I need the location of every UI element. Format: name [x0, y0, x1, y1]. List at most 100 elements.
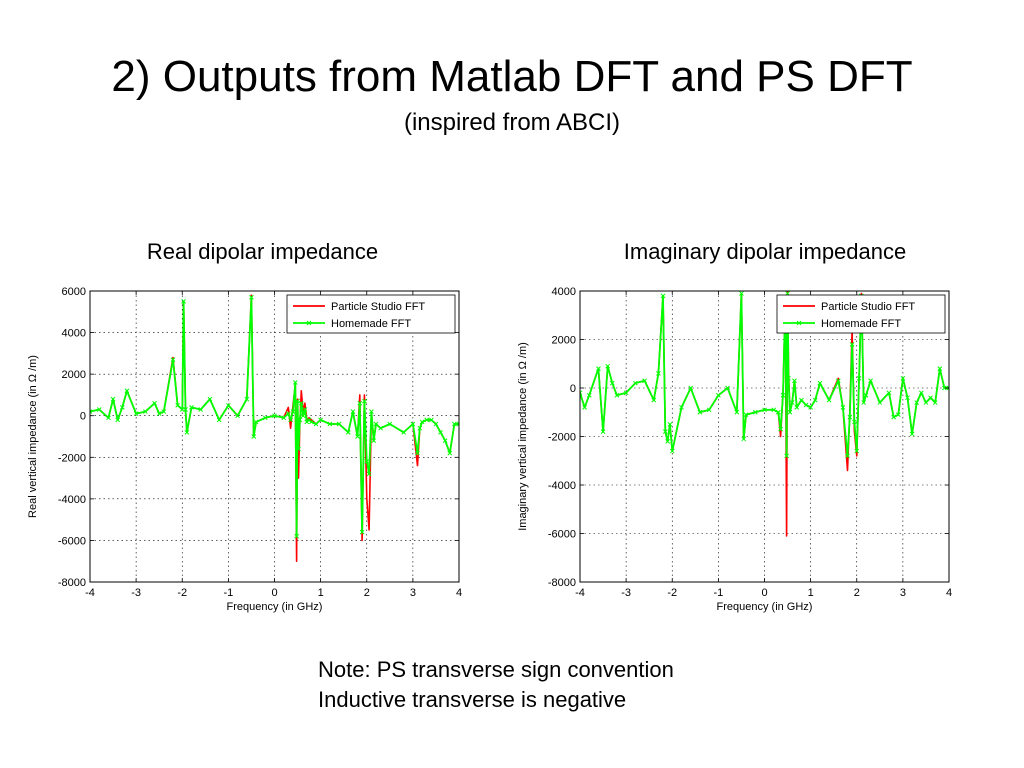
data-point	[371, 438, 377, 444]
imaginary-plot-heading: Imaginary dipolar impedance	[623, 239, 907, 264]
x-tick-label: 1	[318, 587, 324, 599]
data-point	[161, 409, 167, 414]
data-point	[296, 446, 301, 452]
data-point	[812, 397, 818, 403]
data-point	[410, 421, 416, 427]
data-point	[156, 411, 162, 416]
data-point	[928, 395, 933, 401]
data-point	[189, 405, 194, 410]
data-point	[336, 421, 342, 427]
data-point	[226, 402, 231, 408]
data-point	[184, 429, 190, 435]
data-point	[905, 395, 910, 401]
data-point	[609, 380, 615, 386]
x-axis-label: Frequency (in GHz)	[717, 601, 813, 613]
data-point	[808, 405, 813, 410]
data-point	[762, 407, 767, 413]
x-tick-label: 1	[808, 587, 814, 599]
data-point	[775, 409, 781, 415]
data-point	[142, 409, 148, 414]
data-point	[415, 450, 420, 456]
legend-item: Particle Studio FFT	[293, 301, 425, 313]
x-tick-label: -4	[85, 587, 95, 599]
y-tick-label: 6000	[62, 286, 86, 298]
data-point	[345, 429, 351, 435]
data-point	[784, 453, 789, 459]
x-tick-label: -2	[667, 587, 677, 599]
y-tick-label: 2000	[62, 369, 86, 381]
y-tick-label: -2000	[548, 432, 576, 444]
data-point	[946, 385, 949, 391]
data-point	[794, 405, 800, 410]
plot-axes: -4 -3 -2 -1 0 1 2 3 4 -8000 -6000 -4000 -2000 0 2000 40…	[517, 286, 952, 613]
data-point	[207, 396, 213, 402]
data-point	[642, 378, 647, 384]
data-point	[373, 421, 379, 427]
data-point	[428, 417, 434, 423]
data-point	[854, 448, 860, 454]
y-tick-label: -8000	[58, 577, 86, 589]
data-point	[632, 380, 638, 386]
data-point	[124, 388, 130, 394]
data-point	[456, 421, 459, 427]
data-point	[743, 412, 749, 418]
data-point	[419, 419, 425, 425]
data-point	[688, 385, 694, 391]
legend-label: Homemade FFT	[331, 318, 411, 330]
y-tick-label: -4000	[58, 494, 86, 506]
data-point	[309, 419, 314, 425]
data-point	[914, 400, 920, 405]
data-point	[294, 533, 299, 539]
legend-item: Particle Studio FFT	[783, 301, 915, 313]
data-point	[442, 438, 448, 444]
data-point	[115, 417, 121, 423]
data-point	[216, 417, 222, 423]
data-point	[942, 385, 947, 391]
data-point	[272, 413, 277, 419]
data-point	[170, 357, 176, 362]
data-point	[792, 378, 797, 384]
data-point	[886, 390, 892, 396]
data-point	[861, 400, 867, 405]
y-tick-label: -8000	[548, 577, 576, 589]
imaginary-impedance-chart: -4 -3 -2 -1 0 1 2 3 4 -8000 -6000 -4000 -2000 0 2000 40…	[517, 286, 952, 613]
x-tick-label: 4	[456, 587, 462, 599]
data-point	[900, 375, 906, 381]
data-point	[359, 529, 365, 535]
legend: Particle Studio FFT Homemade FFT	[286, 294, 456, 334]
x-tick-label: -3	[621, 587, 631, 599]
slide-title: 2) Outputs from Matlab DFT and PS DFT	[111, 52, 913, 101]
data-point	[281, 415, 287, 421]
y-axis-label: Real vertical impedance (in Ω /m)	[27, 355, 39, 518]
y-tick-label: 0	[80, 411, 86, 423]
y-tick-label: 4000	[62, 328, 86, 340]
data-point	[706, 407, 712, 413]
data-point	[741, 436, 747, 442]
data-point	[362, 398, 367, 404]
data-point	[447, 450, 453, 456]
x-tick-label: 3	[410, 587, 416, 599]
plot-axes: -4 -3 -2 -1 0 1 2 3 4 -8000 -6000 -4000 -2000 0 2000 40…	[27, 286, 462, 613]
data-point	[249, 294, 254, 300]
data-point	[778, 426, 783, 432]
data-point	[295, 398, 300, 404]
data-point	[357, 400, 363, 406]
data-point	[803, 402, 809, 408]
x-tick-label: 0	[761, 587, 767, 599]
legend: Particle Studio FFT Homemade FFT	[776, 294, 946, 334]
data-point	[716, 392, 721, 398]
data-point	[387, 421, 393, 427]
x-tick-label: -2	[177, 587, 187, 599]
y-tick-label: 0	[570, 383, 576, 395]
legend-label: Particle Studio FFT	[821, 301, 915, 313]
data-point	[787, 409, 793, 415]
data-point	[840, 405, 846, 410]
data-point	[895, 412, 901, 418]
data-point	[175, 402, 180, 408]
data-point	[438, 429, 443, 435]
data-point	[817, 380, 823, 386]
x-tick-label: -1	[223, 587, 233, 599]
data-point	[401, 429, 407, 435]
data-point	[739, 291, 744, 296]
data-point	[366, 471, 372, 477]
